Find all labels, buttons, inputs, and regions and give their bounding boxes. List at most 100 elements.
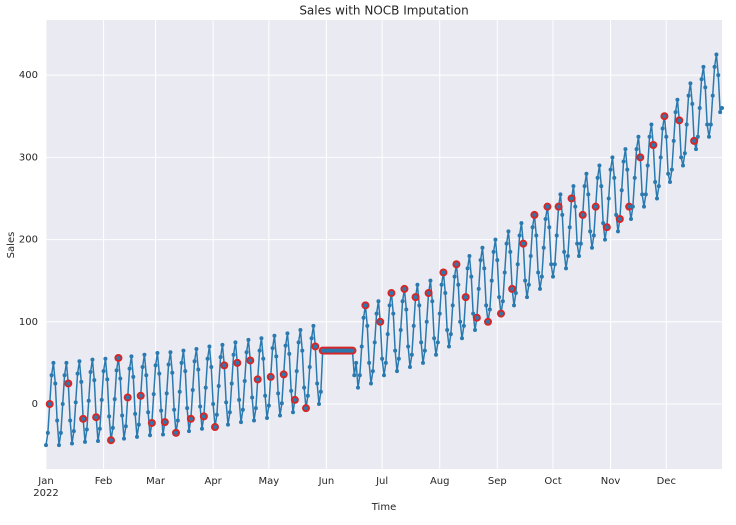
data-point: [250, 395, 255, 400]
data-point: [625, 167, 630, 172]
data-point: [350, 348, 355, 353]
data-point: [443, 291, 448, 296]
data-point: [45, 430, 50, 435]
data-point: [291, 410, 295, 415]
data-point: [489, 278, 494, 283]
plot: [44, 52, 724, 448]
data-point: [552, 262, 557, 267]
data-point: [259, 336, 264, 341]
data-point: [712, 64, 717, 69]
data-point: [155, 351, 160, 356]
data-point: [354, 360, 359, 365]
data-point: [66, 381, 71, 386]
data-point: [556, 204, 561, 209]
data-point: [57, 443, 61, 448]
data-point: [194, 346, 199, 351]
data-point: [497, 295, 502, 300]
data-point: [201, 414, 206, 419]
data-point: [461, 323, 466, 328]
data-point: [677, 118, 682, 123]
x-tick-label: Oct: [544, 476, 561, 487]
data-point: [112, 397, 117, 402]
data-point: [114, 368, 119, 373]
data-point: [467, 254, 472, 259]
data-point: [313, 344, 318, 349]
data-point: [311, 323, 316, 328]
data-point: [224, 400, 229, 405]
data-point: [133, 411, 138, 416]
data-point: [157, 371, 162, 376]
data-point: [149, 420, 154, 425]
data-point: [307, 365, 312, 370]
data-point: [109, 438, 113, 443]
data-point: [255, 377, 260, 382]
data-point: [207, 344, 212, 349]
data-point: [474, 315, 479, 320]
data-point: [675, 97, 680, 102]
data-point: [447, 344, 451, 349]
data-point: [562, 249, 567, 254]
data-point: [357, 373, 362, 378]
data-point: [110, 425, 115, 430]
data-point: [70, 441, 74, 446]
data-point: [452, 274, 457, 279]
data-point: [690, 101, 695, 106]
data-point: [465, 266, 470, 271]
data-point: [708, 122, 713, 127]
data-point: [244, 350, 249, 355]
data-point: [694, 147, 698, 152]
data-point: [164, 391, 169, 396]
data-point: [621, 159, 626, 164]
data-point: [107, 414, 112, 419]
y-tick-label: 400: [19, 70, 38, 81]
data-point: [274, 354, 279, 359]
data-point: [491, 249, 496, 254]
y-tick-label: 100: [19, 317, 38, 328]
data-point: [270, 346, 275, 351]
data-point: [105, 377, 110, 382]
data-point: [582, 184, 587, 189]
data-point: [695, 134, 700, 139]
x-tick-label: May: [259, 476, 280, 487]
data-point: [279, 401, 284, 406]
data-point: [135, 434, 139, 439]
data-point: [168, 350, 173, 355]
data-point: [413, 295, 418, 300]
data-point: [528, 254, 533, 259]
data-point: [584, 171, 589, 176]
data-point: [424, 319, 429, 324]
data-point: [214, 412, 219, 417]
data-point: [513, 291, 518, 296]
data-point: [58, 430, 63, 435]
data-point: [564, 266, 568, 271]
data-point: [146, 410, 151, 415]
data-point: [688, 81, 693, 86]
data-point: [482, 266, 487, 271]
data-point: [640, 192, 645, 197]
data-point: [521, 241, 526, 246]
data-point: [508, 249, 513, 254]
data-point: [599, 184, 604, 189]
data-point: [380, 356, 385, 361]
data-point: [486, 319, 490, 324]
data-point: [227, 410, 232, 415]
data-point: [233, 340, 238, 345]
data-point: [441, 270, 446, 275]
data-point: [591, 233, 596, 238]
data-point: [406, 344, 411, 349]
data-point: [99, 397, 104, 402]
data-point: [96, 439, 100, 444]
data-point: [372, 340, 377, 345]
data-point: [703, 85, 708, 90]
data-point: [526, 282, 531, 287]
data-point: [352, 373, 357, 378]
data-point: [590, 245, 594, 250]
data-point: [359, 344, 364, 349]
data-point: [415, 282, 420, 287]
data-point: [79, 379, 84, 384]
data-point: [684, 122, 689, 127]
x-tick-label: Aug: [430, 476, 450, 487]
y-tick-label: 200: [19, 235, 38, 246]
data-point: [647, 134, 652, 139]
x-tick-label: Apr: [204, 476, 222, 487]
